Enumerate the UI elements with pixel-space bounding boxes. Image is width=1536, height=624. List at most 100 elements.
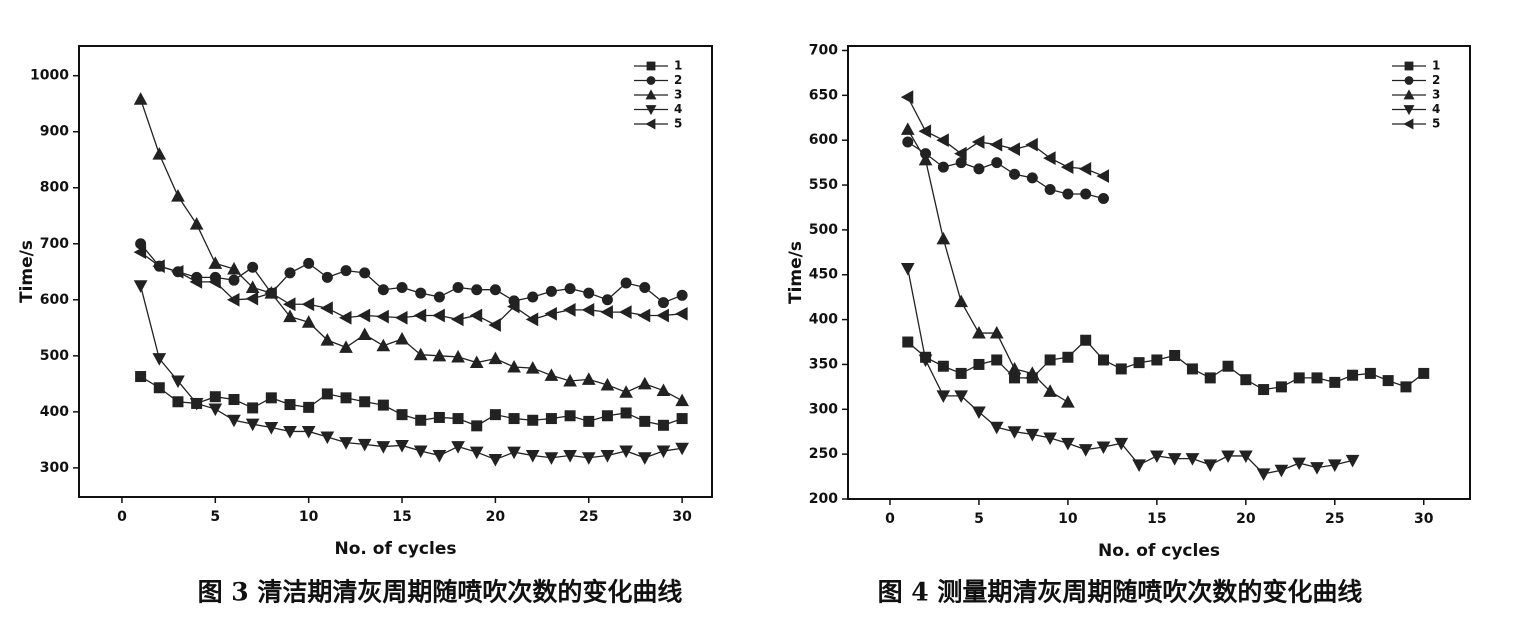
data-point (936, 133, 949, 148)
data-point (583, 415, 595, 427)
data-point (619, 445, 633, 459)
data-point (208, 275, 221, 289)
plot-frame (847, 45, 1471, 500)
data-point (283, 425, 297, 439)
data-point (228, 274, 240, 286)
data-point (432, 348, 447, 362)
x-axis-label: No. of cycles (1098, 541, 1220, 561)
data-point (1080, 188, 1092, 200)
y-tick-label: 500 (40, 348, 69, 364)
data-point (527, 414, 539, 426)
data-point (937, 161, 949, 173)
data-point (937, 360, 949, 372)
data-point (359, 396, 371, 408)
data-point (639, 281, 651, 293)
data-point (1043, 151, 1056, 165)
data-point (900, 262, 915, 276)
data-point (991, 354, 1003, 366)
chart-title: 图 4 测量期清灰周期随喷吹次数的变化曲线 (878, 578, 1363, 607)
data-point (357, 327, 372, 341)
data-point (245, 280, 260, 293)
data-point (396, 409, 408, 421)
data-point (525, 361, 540, 374)
data-point (376, 338, 391, 352)
data-point (527, 291, 539, 303)
data-point (172, 396, 184, 408)
data-point (525, 450, 540, 463)
data-point (133, 280, 148, 293)
data-point (581, 303, 595, 317)
y-tick-label: 450 (809, 267, 838, 283)
y-tick-label: 900 (40, 124, 69, 140)
x-tick-label: 30 (1414, 511, 1434, 527)
data-point (954, 146, 967, 161)
data-point (1167, 453, 1182, 466)
data-point (1078, 444, 1093, 457)
data-point (433, 411, 445, 423)
data-point (1062, 188, 1074, 200)
data-point (601, 410, 613, 422)
data-point (376, 309, 389, 324)
data-point (339, 340, 353, 353)
data-point (153, 382, 165, 394)
data-point (1007, 361, 1022, 375)
data-point (1327, 459, 1342, 472)
data-point (1238, 450, 1253, 463)
data-point (303, 401, 315, 413)
data-point (301, 425, 316, 439)
series-line (140, 243, 683, 304)
data-point (1097, 192, 1109, 204)
data-point (563, 450, 577, 463)
series-line (907, 96, 1104, 177)
data-point (135, 371, 147, 383)
data-point (301, 297, 315, 312)
data-point (209, 391, 221, 403)
data-point (471, 284, 483, 296)
data-point (656, 308, 669, 323)
data-point (1203, 459, 1218, 472)
data-point (189, 217, 204, 230)
data-point (1222, 360, 1234, 372)
data-point (133, 245, 147, 260)
data-point (301, 315, 316, 328)
data-point (357, 308, 371, 323)
data-point (357, 438, 372, 452)
legend-label: 5 (674, 117, 682, 131)
data-point (247, 261, 259, 273)
data-point (320, 301, 333, 316)
legend-marker (1404, 61, 1414, 71)
data-point (1043, 384, 1057, 397)
data-point (1274, 464, 1289, 478)
data-point (583, 287, 595, 299)
data-point (936, 390, 951, 403)
data-point (525, 312, 539, 327)
data-point (955, 367, 967, 379)
data-point (1007, 142, 1021, 157)
data-point (245, 418, 260, 432)
x-tick-label: 5 (974, 511, 984, 527)
data-point (488, 318, 501, 332)
data-point (918, 152, 933, 166)
data-point (639, 415, 651, 427)
data-point (619, 305, 632, 319)
data-point (676, 289, 688, 301)
legend-label: 1 (674, 59, 682, 73)
data-point (900, 122, 915, 135)
data-point (395, 439, 409, 453)
data-point (208, 256, 223, 269)
data-point (394, 310, 408, 325)
data-point (469, 308, 483, 323)
data-point (228, 394, 240, 406)
x-tick-label: 30 (672, 509, 692, 525)
data-point (544, 306, 557, 321)
data-point (1132, 459, 1146, 472)
plot-frame (78, 45, 713, 498)
data-point (359, 267, 371, 279)
data-point (1151, 354, 1163, 366)
data-point (171, 189, 185, 202)
x-tick-label: 0 (885, 511, 895, 527)
data-point (918, 124, 932, 139)
data-point (918, 354, 933, 368)
data-point (152, 259, 165, 274)
